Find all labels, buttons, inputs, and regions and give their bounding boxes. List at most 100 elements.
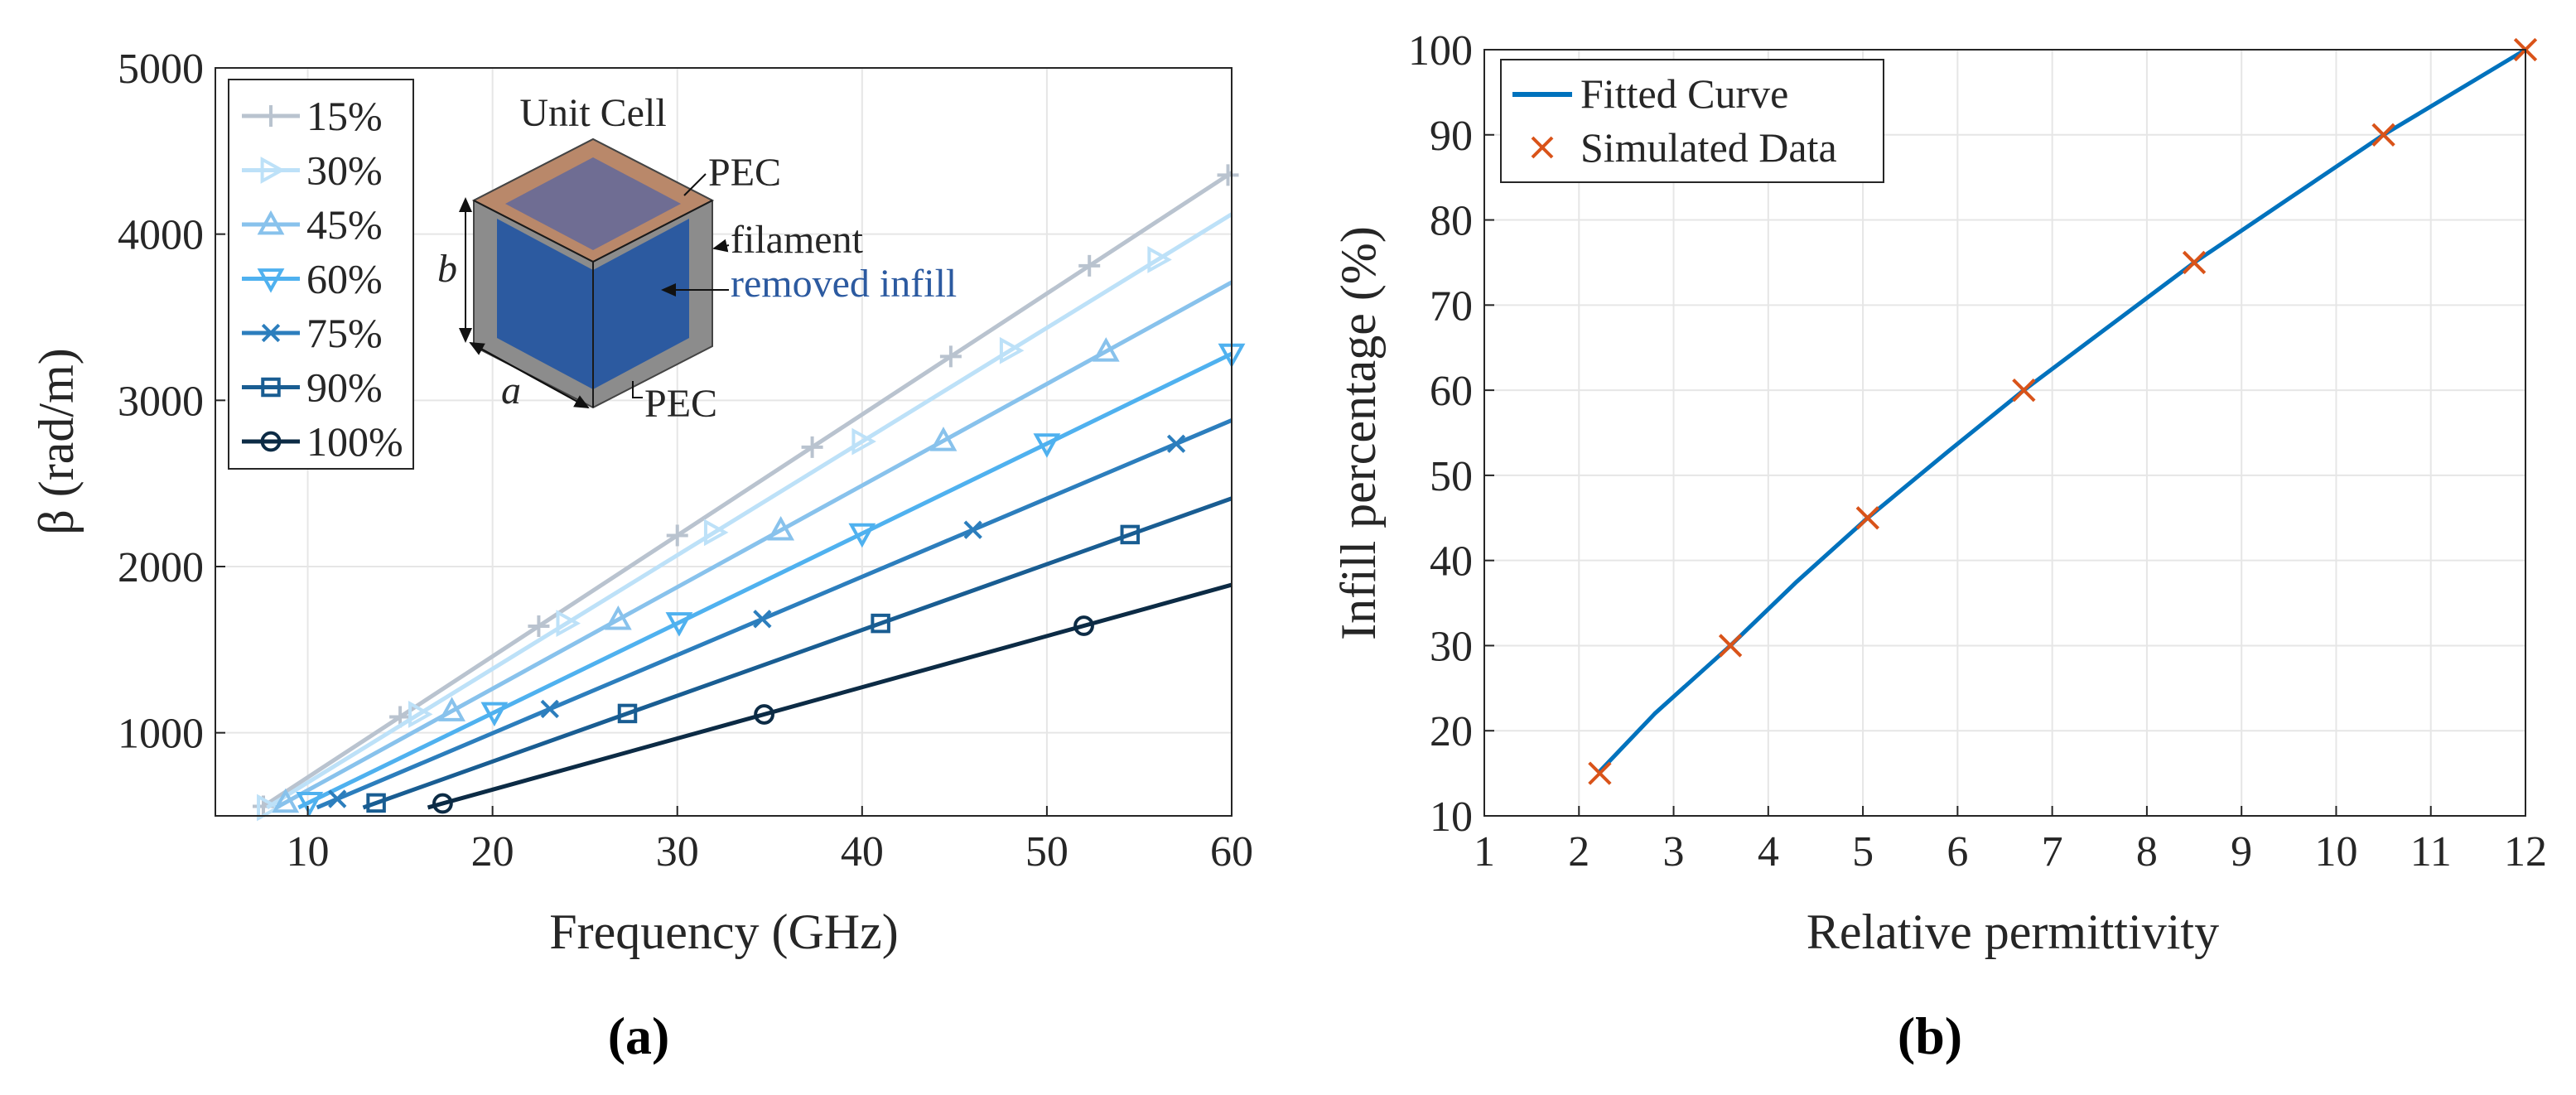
chart-b-ytick-label: 50 (1430, 453, 1473, 500)
series-15%-line (260, 171, 1233, 810)
chart-b-xtick-label: 10 (2314, 828, 2357, 876)
series-45%-marker (767, 516, 795, 541)
chart-a-axes-box (215, 67, 1233, 817)
series-75%-marker (328, 789, 347, 808)
series-60%-marker (296, 792, 324, 817)
legend-a-label: 100% (306, 418, 403, 465)
series-30%-marker (408, 701, 433, 728)
series-simulated-point (2182, 250, 2207, 275)
chart-a-ticks: 10 20 30 40 50 60 1000 2000 3000 4000 5000 (118, 46, 1253, 876)
series-100%-line (427, 582, 1233, 810)
series-60%-marker (480, 702, 509, 727)
cell-right-infill (593, 219, 689, 389)
chart-a-legend: 15% 30% 45% 60% 75% 90% 100% (228, 79, 414, 470)
chart-b-xtick-label: 11 (2410, 828, 2452, 876)
chart-b-ylabel: Infill percentage (%) (1331, 226, 1386, 640)
series-15%-marker (801, 436, 823, 458)
legend-a-label: 90% (306, 364, 383, 411)
chart-b-xtick-label: 3 (1663, 828, 1685, 876)
series-75%-line (316, 418, 1233, 810)
series-60%-marker (848, 523, 876, 548)
legend-a-label: 45% (306, 201, 383, 248)
series-60%-marker (1033, 433, 1061, 458)
series-30%-marker (999, 336, 1025, 364)
series-75%-marker (540, 699, 559, 719)
chart-a-ytick-label: 5000 (118, 46, 204, 93)
chart-b-axes-box (1483, 49, 2526, 817)
cell-top-inner (505, 157, 681, 250)
chart-a-xtick-label: 50 (1025, 828, 1069, 876)
chart-a-ylabel: β (rad/m) (29, 348, 84, 534)
legend-a-marker (260, 105, 282, 127)
chart-b-ytick-label: 40 (1430, 538, 1473, 586)
series-30%-line (266, 212, 1233, 810)
chart-a-xtick-label: 20 (471, 828, 514, 876)
chart-b-ytick-label: 70 (1430, 282, 1473, 330)
series-15%-marker (1078, 254, 1101, 277)
series-60%-line (297, 351, 1233, 810)
dim-a-label: a (501, 369, 521, 412)
series-90%-marker (366, 793, 386, 813)
inset-title: Unit Cell (519, 91, 666, 135)
series-90%-marker (617, 703, 638, 724)
chart-a-ytick-label: 3000 (118, 378, 204, 425)
chart-a: 10 20 30 40 50 60 1000 2000 3000 4000 5000 Frequen… (29, 46, 1253, 1065)
series-100%-marker (432, 793, 453, 814)
legend-a-label: 60% (306, 256, 383, 302)
label-filament: filament (731, 218, 864, 262)
series-75%-marker (753, 610, 772, 629)
series-45%-marker (272, 788, 300, 813)
chart-b-xtick-label: 2 (1568, 828, 1589, 876)
series-30%-marker (257, 794, 282, 822)
legend-b-simulated: Simulated Data (1580, 124, 1837, 171)
chart-b-xtick-label: 5 (1852, 828, 1874, 876)
series-45%-marker (604, 605, 632, 630)
chart-b-xtick-label: 4 (1758, 828, 1779, 876)
legend-a-label: 75% (306, 310, 383, 356)
chart-b-series (1588, 37, 2538, 785)
chart-b-legend-box (1500, 59, 1884, 183)
chart-b-ytick-label: 60 (1430, 368, 1473, 415)
chart-b-legend: Fitted Curve Simulated Data (1500, 59, 1884, 183)
series-75%-marker (963, 520, 982, 539)
series-100%-marker (754, 704, 774, 725)
chart-a-xtick-label: 10 (287, 828, 330, 876)
legend-a-label: 15% (306, 93, 383, 139)
series-30%-marker (1147, 246, 1172, 273)
chart-b-ytick-label: 100 (1408, 27, 1473, 75)
chart-a-xtick-label: 40 (841, 828, 884, 876)
unit-cell-inset: Unit Cell b a (437, 91, 957, 426)
series-simulated-point (1588, 761, 1612, 785)
chart-b-xtick-label: 12 (2504, 828, 2547, 876)
cell-left-infill (497, 219, 593, 389)
label-removed-infill: removed infill (731, 262, 957, 306)
chart-a-ytick-label: 4000 (118, 212, 204, 259)
series-45%-marker (929, 427, 958, 451)
series-60%-marker (665, 612, 693, 637)
series-90%-line (362, 496, 1233, 810)
legend-a-marker (257, 268, 285, 293)
chart-b-xtick-label: 1 (1474, 828, 1495, 876)
series-45%-marker (438, 697, 466, 721)
chart-a-xtick-label: 30 (656, 828, 699, 876)
series-90%-marker (1120, 524, 1141, 545)
chart-b-xtick-label: 6 (1946, 828, 1968, 876)
chart-b-ytick-label: 90 (1430, 113, 1473, 160)
chart-a-xlabel: Frequency (GHz) (549, 904, 899, 959)
legend-b-x-swatch (1531, 136, 1554, 159)
series-45%-line (275, 280, 1233, 810)
legend-a-marker (260, 431, 282, 452)
panel-a-label: (a) (608, 1006, 670, 1065)
chart-a-legend-box (228, 79, 414, 470)
series-15%-marker (528, 615, 550, 637)
series-30%-marker (556, 610, 581, 638)
chart-b-ytick-label: 30 (1430, 623, 1473, 670)
series-45%-marker (1092, 337, 1120, 362)
chart-b-ytick-label: 80 (1430, 198, 1473, 245)
chart-b-xtick-label: 9 (2231, 828, 2252, 876)
chart-a-xtick-label: 60 (1210, 828, 1253, 876)
